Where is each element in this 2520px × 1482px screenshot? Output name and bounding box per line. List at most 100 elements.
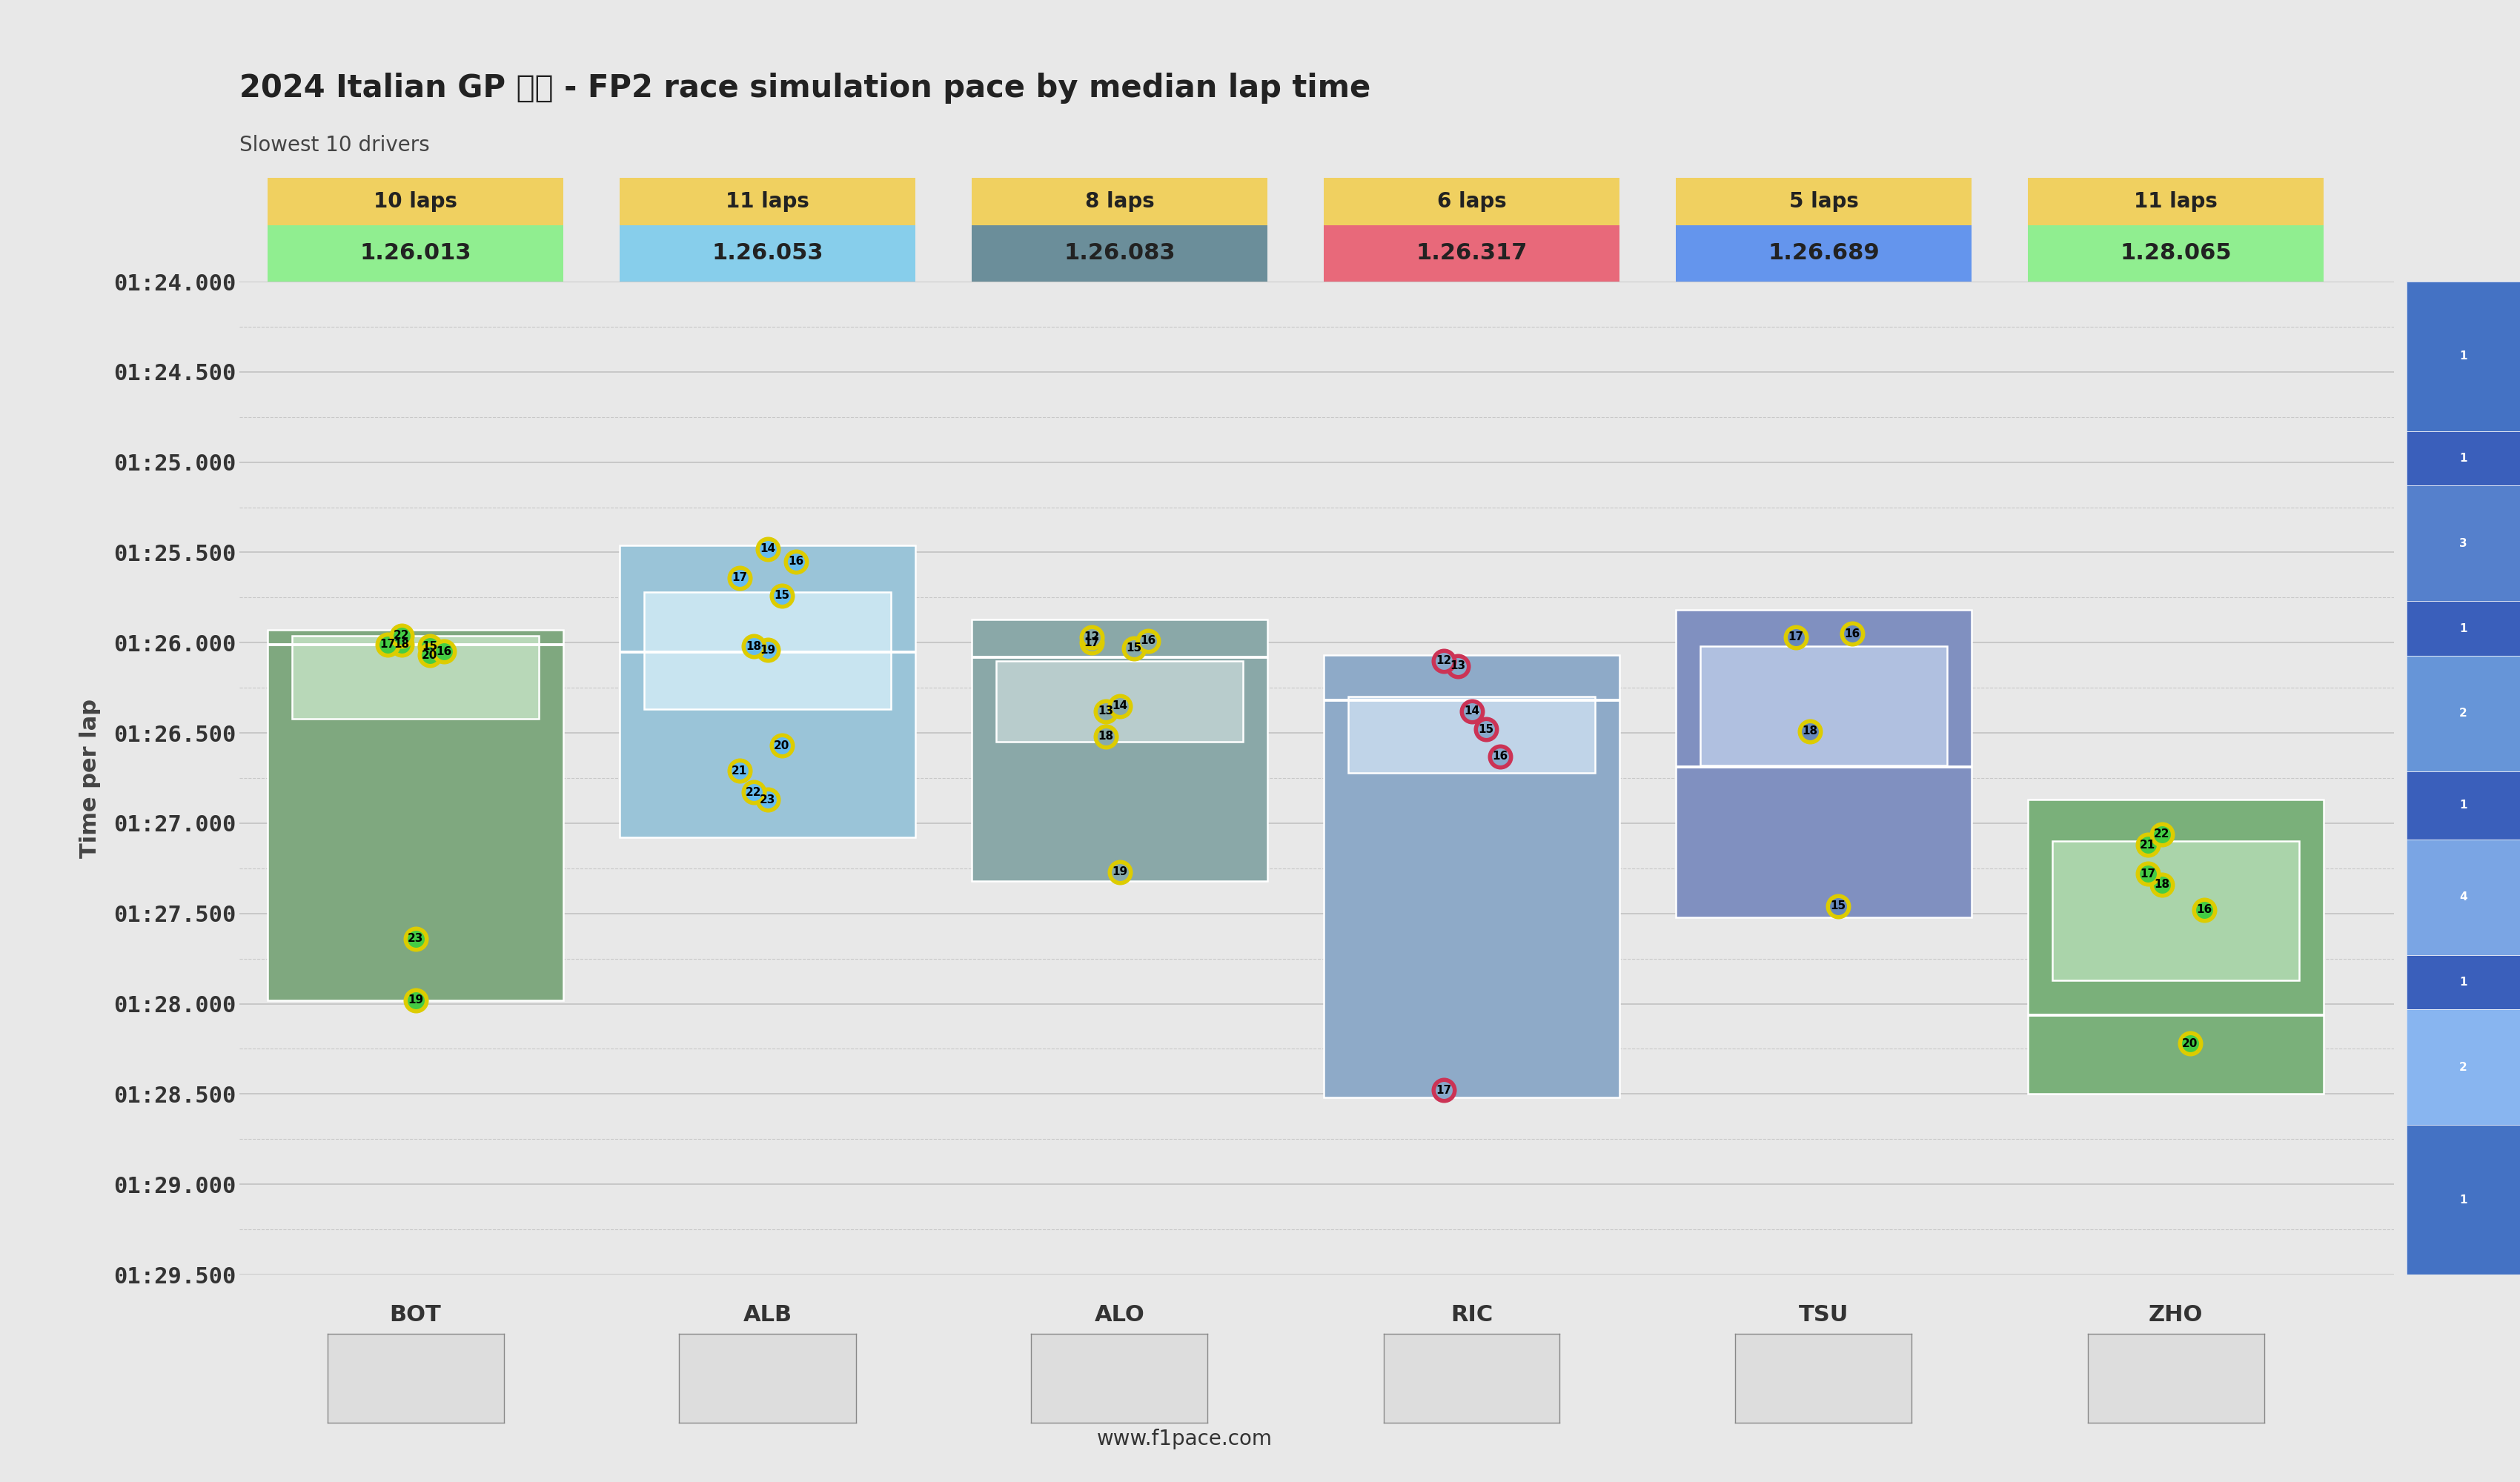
Text: 14: 14 bbox=[759, 544, 776, 554]
Text: 20: 20 bbox=[2182, 1037, 2197, 1049]
Text: 2: 2 bbox=[2460, 1061, 2467, 1073]
Text: 17: 17 bbox=[1436, 1085, 1452, 1095]
Text: 16: 16 bbox=[1492, 751, 1507, 762]
Point bbox=[1817, 894, 1857, 917]
Text: 18: 18 bbox=[1802, 726, 1817, 737]
Point bbox=[761, 734, 801, 757]
Text: 22: 22 bbox=[2155, 828, 2170, 840]
Text: 21: 21 bbox=[731, 765, 748, 777]
Text: 13: 13 bbox=[1099, 705, 1114, 717]
Text: 19: 19 bbox=[408, 994, 423, 1006]
Text: 1.26.083: 1.26.083 bbox=[1063, 243, 1174, 264]
Point bbox=[748, 788, 789, 812]
Point bbox=[1086, 700, 1126, 723]
Text: BOT: BOT bbox=[391, 1304, 441, 1325]
Text: 17: 17 bbox=[1787, 631, 1804, 643]
Text: 18: 18 bbox=[746, 640, 761, 652]
Text: RIC: RIC bbox=[1452, 1304, 1492, 1325]
Bar bbox=[1323, 655, 1620, 1098]
Bar bbox=[645, 593, 890, 710]
Text: 5 laps: 5 laps bbox=[1789, 191, 1857, 212]
Bar bbox=[267, 630, 564, 1000]
Point bbox=[1424, 649, 1464, 673]
Text: 16: 16 bbox=[1845, 628, 1860, 639]
Point bbox=[1099, 860, 1139, 883]
Point bbox=[381, 633, 421, 657]
Bar bbox=[620, 545, 915, 837]
Bar bbox=[292, 636, 539, 719]
Point bbox=[748, 536, 789, 560]
Text: 17: 17 bbox=[1084, 637, 1099, 648]
Text: 4: 4 bbox=[2460, 892, 2467, 903]
Text: 11 laps: 11 laps bbox=[2134, 191, 2218, 212]
Point bbox=[1126, 628, 1167, 652]
Text: 22: 22 bbox=[746, 787, 761, 797]
Text: 8 laps: 8 laps bbox=[1084, 191, 1154, 212]
Text: 15: 15 bbox=[1477, 723, 1494, 735]
Point bbox=[381, 624, 421, 648]
Point bbox=[423, 640, 464, 664]
Bar bbox=[1348, 697, 1595, 772]
Bar bbox=[2407, 1125, 2520, 1275]
Text: 20: 20 bbox=[421, 649, 438, 661]
Text: 1: 1 bbox=[2460, 453, 2467, 464]
Bar bbox=[2407, 771, 2520, 839]
Point bbox=[1086, 725, 1126, 748]
Point bbox=[1774, 625, 1814, 649]
Text: 1: 1 bbox=[2460, 622, 2467, 634]
Bar bbox=[2407, 839, 2520, 954]
Text: Slowest 10 drivers: Slowest 10 drivers bbox=[239, 135, 431, 156]
Text: ZHO: ZHO bbox=[2150, 1304, 2202, 1325]
Text: 15: 15 bbox=[774, 590, 789, 602]
Point bbox=[1071, 625, 1111, 649]
Text: 12: 12 bbox=[1436, 655, 1452, 667]
Text: 13: 13 bbox=[1449, 661, 1464, 671]
Point bbox=[1467, 717, 1507, 741]
Text: 1.26.013: 1.26.013 bbox=[360, 243, 471, 264]
Bar bbox=[2407, 602, 2520, 655]
Text: 1.26.053: 1.26.053 bbox=[711, 243, 824, 264]
Text: 15: 15 bbox=[421, 640, 438, 652]
Point bbox=[718, 759, 759, 782]
Point bbox=[1071, 631, 1111, 655]
Point bbox=[396, 988, 436, 1012]
Text: 18: 18 bbox=[2155, 879, 2170, 891]
Point bbox=[1436, 654, 1477, 677]
Bar bbox=[2407, 282, 2520, 431]
Text: 16: 16 bbox=[789, 556, 804, 568]
Bar bbox=[1676, 611, 1971, 917]
Point bbox=[2142, 873, 2182, 897]
Bar bbox=[2051, 842, 2298, 980]
Point bbox=[733, 781, 774, 805]
Text: 10 laps: 10 laps bbox=[373, 191, 456, 212]
Bar bbox=[2407, 954, 2520, 1009]
Text: 19: 19 bbox=[759, 645, 776, 655]
Bar bbox=[2407, 1009, 2520, 1125]
Bar bbox=[2407, 486, 2520, 602]
Point bbox=[368, 633, 408, 657]
Text: ALB: ALB bbox=[743, 1304, 791, 1325]
Point bbox=[408, 643, 449, 667]
Point bbox=[1114, 636, 1154, 659]
Text: 1.26.317: 1.26.317 bbox=[1416, 243, 1527, 264]
Point bbox=[2127, 833, 2167, 857]
Bar bbox=[2407, 431, 2520, 486]
Text: 2: 2 bbox=[2460, 708, 2467, 719]
Point bbox=[761, 584, 801, 608]
Text: 18: 18 bbox=[1099, 731, 1114, 742]
Text: 19: 19 bbox=[1111, 867, 1126, 877]
Text: 14: 14 bbox=[1111, 701, 1126, 711]
Text: 1: 1 bbox=[2460, 977, 2467, 987]
Text: 16: 16 bbox=[1139, 636, 1157, 646]
Point bbox=[396, 926, 436, 950]
Text: 17: 17 bbox=[2139, 868, 2155, 879]
Point bbox=[2185, 898, 2225, 922]
Text: 14: 14 bbox=[1464, 705, 1479, 717]
Text: 17: 17 bbox=[381, 639, 396, 651]
Text: 17: 17 bbox=[731, 572, 746, 584]
Point bbox=[2170, 1031, 2210, 1055]
Text: 1.26.689: 1.26.689 bbox=[1769, 243, 1880, 264]
Bar bbox=[973, 619, 1268, 880]
Text: 2024 Italian GP 🇮🇹 - FP2 race simulation pace by median lap time: 2024 Italian GP 🇮🇹 - FP2 race simulation… bbox=[239, 73, 1371, 104]
Text: 23: 23 bbox=[759, 794, 776, 805]
